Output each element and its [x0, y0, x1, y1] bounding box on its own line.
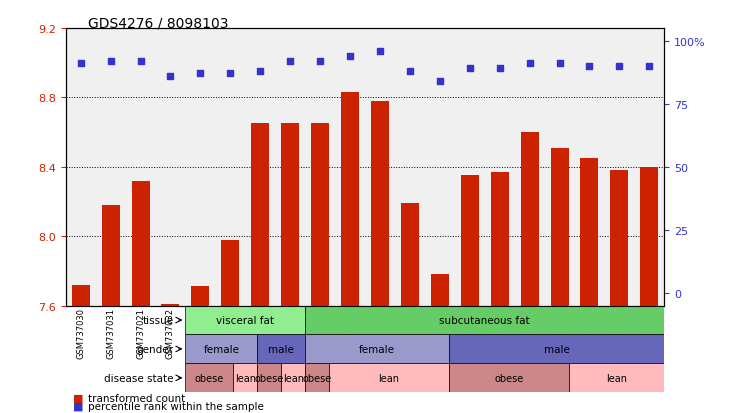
Text: male: male — [544, 344, 569, 354]
Text: subcutaneous fat: subcutaneous fat — [439, 315, 530, 325]
Bar — [449, 363, 569, 392]
Point — [464, 66, 476, 73]
Bar — [72, 285, 90, 306]
Text: ■: ■ — [73, 401, 83, 411]
Point — [613, 63, 625, 70]
Text: obese: obese — [302, 373, 331, 383]
Bar — [281, 363, 305, 392]
Bar — [281, 124, 299, 306]
Point — [165, 74, 177, 80]
Text: gender: gender — [137, 344, 174, 354]
Bar — [431, 275, 449, 306]
Bar — [491, 173, 509, 306]
Text: visceral fat: visceral fat — [216, 315, 274, 325]
Text: female: female — [359, 344, 395, 354]
Text: ■: ■ — [73, 393, 83, 403]
Bar — [461, 176, 479, 306]
Text: obese: obese — [494, 373, 523, 383]
Bar — [131, 181, 150, 306]
Bar — [341, 93, 359, 306]
Bar — [610, 171, 629, 306]
Text: female: female — [204, 344, 239, 354]
Bar — [257, 363, 281, 392]
Point — [434, 78, 445, 85]
Text: obese: obese — [195, 373, 224, 383]
Bar — [569, 363, 664, 392]
Text: disease state: disease state — [104, 373, 174, 383]
Point — [374, 48, 386, 55]
Point — [404, 69, 416, 75]
Point — [225, 71, 237, 78]
Bar — [305, 335, 449, 363]
Point — [314, 58, 326, 65]
Point — [194, 71, 207, 78]
Bar — [305, 306, 664, 335]
Point — [584, 63, 596, 70]
Bar — [234, 363, 257, 392]
Point — [105, 58, 117, 65]
Text: lean: lean — [606, 373, 627, 383]
Text: obese: obese — [255, 373, 284, 383]
Bar — [101, 205, 120, 306]
Bar — [311, 124, 329, 306]
Bar — [251, 124, 269, 306]
Bar — [185, 306, 305, 335]
Bar — [580, 159, 599, 306]
Point — [75, 61, 87, 67]
Bar — [191, 287, 210, 306]
Point — [134, 58, 146, 65]
Point — [644, 63, 656, 70]
Point — [554, 61, 566, 67]
Bar — [640, 167, 658, 306]
Bar — [520, 133, 539, 306]
Bar — [401, 204, 419, 306]
Text: lean: lean — [283, 373, 304, 383]
Bar — [550, 148, 569, 306]
Bar — [305, 363, 329, 392]
Point — [254, 69, 266, 75]
Text: percentile rank within the sample: percentile rank within the sample — [88, 401, 264, 411]
Text: tissue: tissue — [142, 315, 174, 325]
Bar — [185, 363, 234, 392]
Point — [494, 66, 506, 73]
Point — [345, 53, 356, 60]
Text: GDS4276 / 8098103: GDS4276 / 8098103 — [88, 17, 228, 31]
Bar — [257, 335, 305, 363]
Text: male: male — [268, 344, 294, 354]
Bar — [449, 335, 664, 363]
Bar — [161, 304, 180, 306]
Bar — [185, 335, 257, 363]
Point — [524, 61, 536, 67]
Bar — [221, 240, 239, 306]
Bar — [371, 102, 389, 306]
Text: lean: lean — [378, 373, 399, 383]
Point — [285, 58, 296, 65]
Text: transformed count: transformed count — [88, 393, 185, 403]
Text: lean: lean — [235, 373, 255, 383]
Bar — [329, 363, 449, 392]
